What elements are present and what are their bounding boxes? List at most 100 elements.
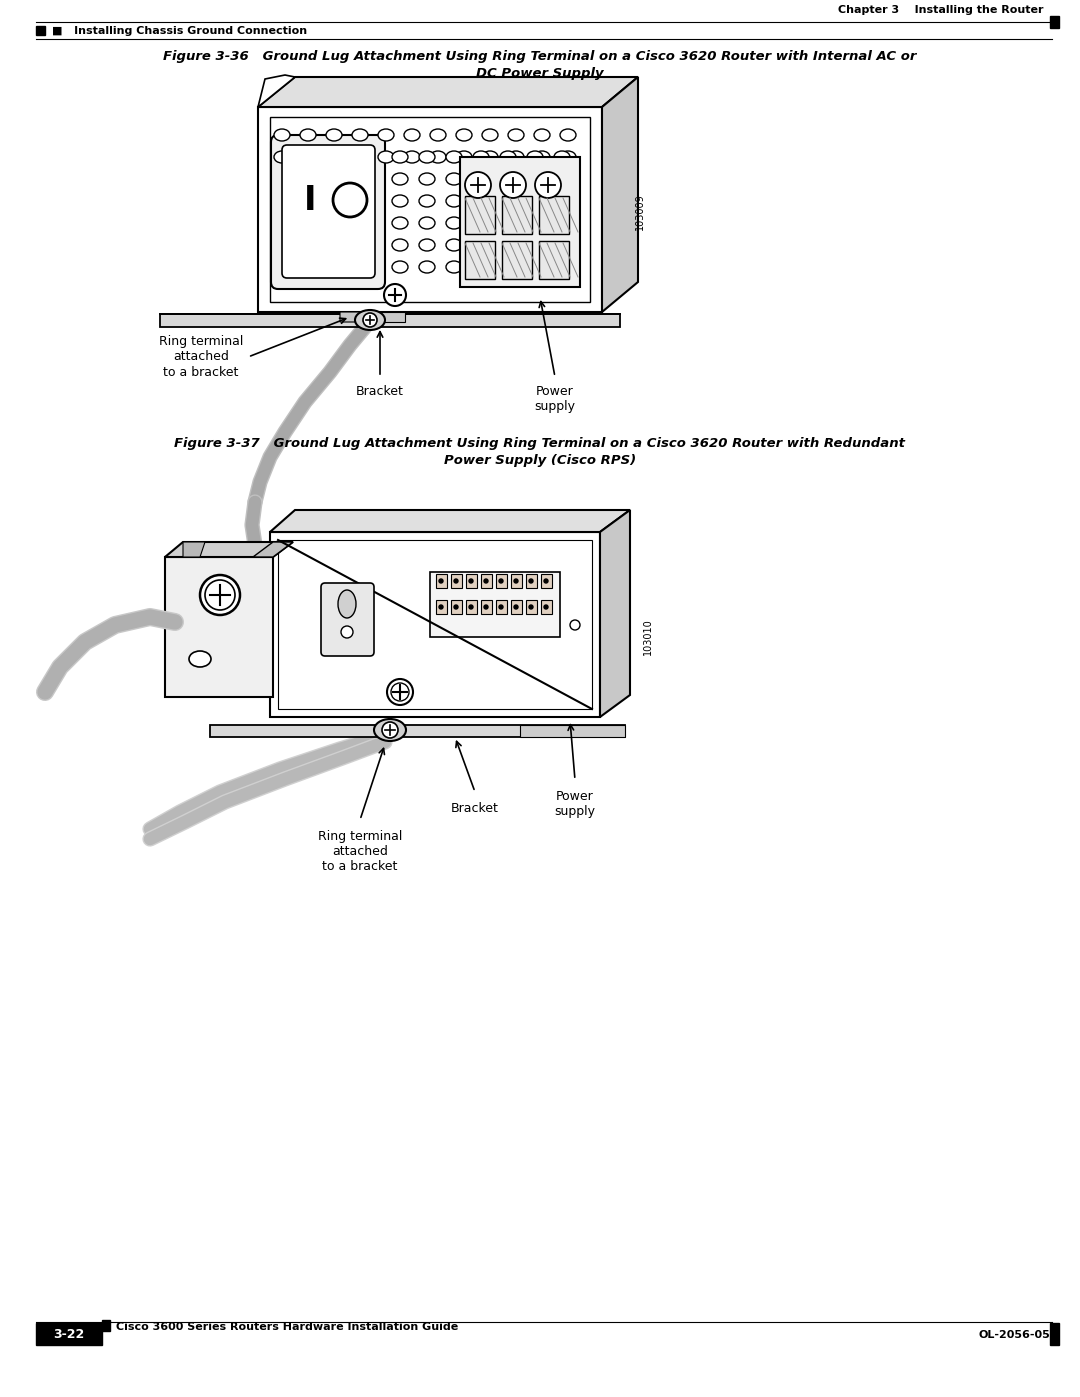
Polygon shape <box>375 312 405 321</box>
Text: Power
supply: Power supply <box>554 789 595 819</box>
Ellipse shape <box>300 129 316 141</box>
Text: Ring terminal
attached
to a bracket: Ring terminal attached to a bracket <box>318 830 402 873</box>
Ellipse shape <box>456 129 472 141</box>
Ellipse shape <box>500 196 516 207</box>
Bar <box>496 574 507 588</box>
Circle shape <box>454 578 458 583</box>
Circle shape <box>484 605 488 609</box>
Polygon shape <box>270 117 590 302</box>
Circle shape <box>544 605 548 609</box>
Text: Figure 3-36   Ground Lug Attachment Using Ring Terminal on a Cisco 3620 Router w: Figure 3-36 Ground Lug Attachment Using … <box>163 50 917 63</box>
Ellipse shape <box>527 239 543 251</box>
Ellipse shape <box>378 151 394 163</box>
Text: Power
supply: Power supply <box>535 386 576 414</box>
FancyBboxPatch shape <box>271 136 384 289</box>
Ellipse shape <box>404 129 420 141</box>
Ellipse shape <box>561 129 576 141</box>
FancyBboxPatch shape <box>321 583 374 657</box>
Bar <box>526 574 537 588</box>
Polygon shape <box>258 108 602 312</box>
Ellipse shape <box>392 173 408 184</box>
Circle shape <box>200 576 240 615</box>
Circle shape <box>333 183 367 217</box>
Ellipse shape <box>392 217 408 229</box>
Circle shape <box>391 683 409 701</box>
Ellipse shape <box>482 129 498 141</box>
Polygon shape <box>519 725 625 738</box>
Bar <box>430 571 561 637</box>
Polygon shape <box>602 77 638 312</box>
Text: Figure 3-37   Ground Lug Attachment Using Ring Terminal on a Cisco 3620 Router w: Figure 3-37 Ground Lug Attachment Using … <box>175 437 905 450</box>
Bar <box>481 599 492 615</box>
Circle shape <box>438 578 443 583</box>
Ellipse shape <box>473 173 489 184</box>
Ellipse shape <box>419 217 435 229</box>
Bar <box>539 242 569 279</box>
Text: Bracket: Bracket <box>356 386 404 398</box>
Polygon shape <box>278 541 592 710</box>
Text: I: I <box>303 183 316 217</box>
Ellipse shape <box>500 239 516 251</box>
Circle shape <box>500 172 526 198</box>
Ellipse shape <box>500 217 516 229</box>
Circle shape <box>469 605 473 609</box>
Ellipse shape <box>554 151 570 163</box>
Ellipse shape <box>355 310 384 330</box>
Ellipse shape <box>554 261 570 272</box>
Circle shape <box>484 578 488 583</box>
Ellipse shape <box>392 151 408 163</box>
Ellipse shape <box>274 151 291 163</box>
Ellipse shape <box>527 217 543 229</box>
Bar <box>460 156 580 286</box>
Bar <box>502 242 532 279</box>
Circle shape <box>454 605 458 609</box>
Bar <box>539 196 569 235</box>
Ellipse shape <box>352 129 368 141</box>
Bar <box>436 599 447 615</box>
Ellipse shape <box>527 173 543 184</box>
Ellipse shape <box>500 173 516 184</box>
Bar <box>465 599 477 615</box>
Ellipse shape <box>473 239 489 251</box>
Ellipse shape <box>419 239 435 251</box>
Circle shape <box>570 620 580 630</box>
Ellipse shape <box>374 719 406 740</box>
Circle shape <box>438 605 443 609</box>
Polygon shape <box>258 77 638 108</box>
Ellipse shape <box>446 151 462 163</box>
Bar <box>36 27 45 35</box>
Polygon shape <box>165 542 293 557</box>
Ellipse shape <box>534 151 550 163</box>
Ellipse shape <box>419 196 435 207</box>
Ellipse shape <box>508 151 524 163</box>
Ellipse shape <box>446 196 462 207</box>
Ellipse shape <box>527 261 543 272</box>
Bar <box>1050 15 1059 28</box>
Bar <box>496 599 507 615</box>
Polygon shape <box>160 314 620 327</box>
Ellipse shape <box>352 151 368 163</box>
Text: DC Power Supply: DC Power Supply <box>476 67 604 80</box>
Ellipse shape <box>404 151 420 163</box>
Text: Bracket: Bracket <box>451 802 499 814</box>
Ellipse shape <box>482 151 498 163</box>
Circle shape <box>363 313 377 327</box>
Text: OL-2056-05: OL-2056-05 <box>978 1330 1050 1340</box>
Ellipse shape <box>473 261 489 272</box>
Bar <box>465 196 495 235</box>
Circle shape <box>205 580 235 610</box>
Ellipse shape <box>419 151 435 163</box>
Bar <box>465 574 477 588</box>
Ellipse shape <box>419 173 435 184</box>
Polygon shape <box>183 542 205 557</box>
Ellipse shape <box>508 129 524 141</box>
Ellipse shape <box>554 217 570 229</box>
Ellipse shape <box>446 239 462 251</box>
Ellipse shape <box>419 261 435 272</box>
Circle shape <box>499 578 503 583</box>
Text: Power Supply (Cisco RPS): Power Supply (Cisco RPS) <box>444 454 636 467</box>
Circle shape <box>514 605 518 609</box>
Circle shape <box>514 578 518 583</box>
Bar <box>541 599 552 615</box>
Ellipse shape <box>446 261 462 272</box>
